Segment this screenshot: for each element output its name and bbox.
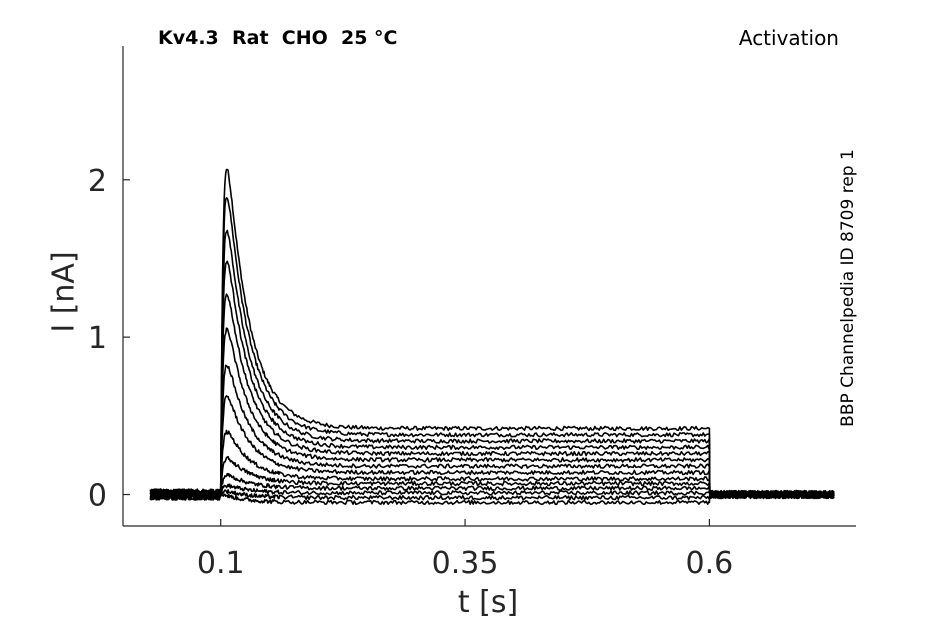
current-trace-5 — [149, 293, 835, 501]
y-tick-label: 1 — [88, 321, 107, 356]
x-tick-label: 0.35 — [432, 546, 499, 581]
x-tick-label: 0.6 — [686, 546, 734, 581]
current-trace-2 — [150, 197, 835, 501]
axes: 0.1 0.35 0.6 0 1 2 — [88, 46, 856, 581]
source-note: BBP Channelpedia ID 8709 rep 1 — [838, 149, 858, 427]
y-tick-label: 2 — [88, 164, 107, 199]
current-trace-12 — [149, 483, 835, 501]
x-tick-label: 0.1 — [197, 546, 245, 581]
current-trace-14 — [149, 488, 835, 506]
current-trace-1 — [149, 168, 835, 500]
current-trace-4 — [149, 260, 835, 501]
chart-title: Kv4.3 Rat CHO 25 °C — [158, 27, 398, 49]
y-tick-label: 0 — [88, 479, 107, 514]
y-axis-label: I [nA] — [46, 251, 82, 333]
x-axis-label: t [s] — [457, 585, 519, 620]
protocol-label: Activation — [738, 26, 839, 50]
current-traces — [149, 168, 835, 506]
